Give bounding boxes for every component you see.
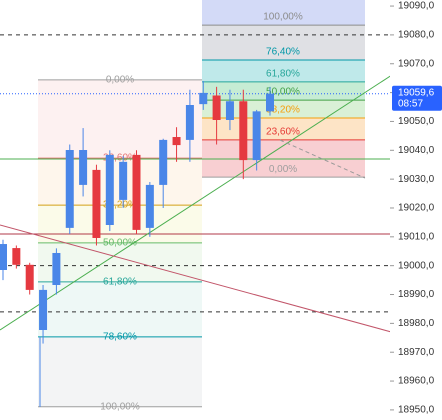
y-tick-label: 19080,0 — [398, 30, 435, 41]
axis-labels: 19090,019080,019070,019060,019050,019040… — [390, 1, 442, 416]
candle-body — [105, 154, 114, 225]
fib-label: 61,80% — [103, 276, 137, 287]
y-tick-label: 19010,0 — [398, 231, 435, 242]
candle-body — [185, 105, 194, 140]
fib-band — [202, 81, 365, 101]
fib-band — [38, 336, 202, 407]
candle-body — [52, 252, 61, 285]
candle-body — [132, 154, 141, 230]
fib-label: 23,60% — [266, 127, 300, 138]
candle-body — [159, 139, 168, 185]
fib-band — [38, 281, 202, 337]
fib-label: 50,00% — [266, 87, 300, 98]
y-tick-label: 19050,0 — [398, 116, 435, 127]
candle-body — [266, 93, 274, 112]
y-tick-label: 19000,0 — [398, 260, 435, 271]
candle-body — [0, 244, 7, 270]
y-tick-label: 18960,0 — [398, 376, 435, 387]
fib-label: 38,20% — [266, 105, 300, 116]
fib-label: 78,60% — [103, 332, 137, 343]
candle-body — [252, 111, 261, 161]
fib-label: 50,00% — [103, 238, 137, 249]
fib-band — [202, 25, 365, 60]
candle-body — [172, 137, 181, 146]
price-axis — [390, 0, 442, 420]
y-tick-label: 18990,0 — [398, 289, 435, 300]
candle-body — [79, 150, 88, 185]
fib-band — [202, 60, 365, 82]
y-tick-label: 19020,0 — [398, 203, 435, 214]
candle-body — [145, 184, 154, 228]
last-price-label: 19059,6 — [398, 87, 435, 98]
candle-body — [92, 169, 101, 238]
candles — [0, 81, 274, 344]
y-tick-label: 19040,0 — [398, 145, 435, 156]
y-tick-label: 18970,0 — [398, 347, 435, 358]
fib-label: 0,00% — [269, 164, 297, 175]
candle-body — [212, 95, 221, 120]
candle-body — [25, 264, 34, 290]
y-tick-label: 19090,0 — [398, 1, 435, 12]
fib-band — [38, 242, 202, 282]
trend-line — [0, 72, 396, 331]
fib-band — [202, 0, 365, 26]
candle-body — [65, 150, 74, 228]
fib-label: 38,20% — [103, 200, 137, 211]
fib-label: 23,60% — [103, 153, 137, 164]
y-tick-label: 19070,0 — [398, 58, 435, 69]
fib-label: 0,00% — [106, 75, 134, 86]
fib-band — [38, 205, 202, 243]
y-tick-label: 18950,0 — [398, 405, 435, 416]
fib-label: 61,80% — [266, 69, 300, 80]
last-price-time: 08:57 — [398, 98, 423, 109]
projection-line — [279, 139, 366, 179]
candle-body — [119, 161, 128, 200]
fib-label: 100,00% — [100, 401, 140, 412]
candle-body — [39, 289, 48, 330]
fib-band — [38, 79, 202, 159]
fib-label: 100,00% — [263, 12, 303, 23]
y-tick-label: 18980,0 — [398, 318, 435, 329]
y-tick-label: 19030,0 — [398, 174, 435, 185]
candle-body — [199, 92, 208, 105]
candle-body — [225, 101, 234, 120]
candle-body — [12, 248, 21, 265]
candle-body — [239, 101, 248, 161]
trend-line — [0, 224, 396, 334]
last-price-tag — [392, 85, 442, 111]
fib-label: 76,40% — [266, 47, 300, 58]
